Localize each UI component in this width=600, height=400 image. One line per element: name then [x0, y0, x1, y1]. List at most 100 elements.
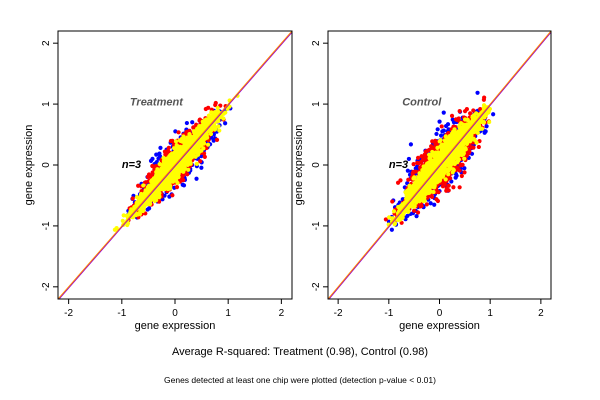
data-point [180, 139, 185, 144]
data-point [408, 142, 414, 147]
data-point [468, 111, 473, 116]
data-point [174, 185, 180, 190]
data-point [125, 221, 131, 226]
data-point [209, 110, 214, 115]
data-point [405, 213, 410, 219]
data-point [215, 105, 220, 111]
data-point [196, 130, 201, 135]
data-point [171, 157, 176, 163]
data-point [457, 109, 462, 114]
data-point [185, 172, 190, 177]
data-point [172, 146, 177, 151]
data-point [171, 178, 176, 183]
data-point [415, 210, 421, 215]
panel-title: Treatment [130, 96, 184, 108]
data-point [158, 145, 163, 150]
data-point [170, 193, 175, 198]
data-point [168, 138, 174, 144]
data-point [176, 130, 181, 135]
data-point [128, 210, 133, 215]
data-point [198, 159, 203, 164]
data-point [173, 153, 178, 159]
data-point [190, 150, 195, 155]
data-point [157, 154, 163, 159]
data-point [211, 138, 216, 143]
data-point [395, 180, 401, 185]
data-point [152, 198, 157, 204]
data-point [198, 138, 203, 143]
data-point [475, 90, 480, 95]
data-point [167, 154, 172, 159]
data-point [211, 113, 217, 118]
data-point [214, 137, 220, 142]
y-tick-label: -1 [41, 221, 52, 230]
data-point [405, 168, 410, 173]
data-point [435, 127, 440, 132]
data-point [491, 112, 496, 117]
data-point [202, 154, 207, 159]
data-point [462, 170, 467, 175]
data-point [429, 144, 434, 149]
data-point [423, 153, 428, 158]
data-point [399, 220, 404, 225]
data-point [148, 158, 154, 163]
data-point [161, 158, 166, 164]
data-point [150, 170, 155, 175]
data-point [179, 161, 184, 167]
series-2-points [386, 103, 492, 227]
data-point [194, 149, 199, 154]
data-point [136, 202, 141, 207]
data-point [155, 167, 160, 172]
data-point [114, 226, 119, 231]
data-point [197, 124, 202, 129]
data-point [178, 178, 183, 183]
data-point [464, 107, 469, 112]
data-point [150, 163, 155, 169]
data-point [184, 158, 189, 163]
data-point [425, 195, 430, 200]
y-tick-label: 1 [41, 101, 52, 107]
data-point [147, 206, 152, 211]
data-point [481, 97, 486, 102]
data-point [161, 165, 166, 171]
data-point [120, 218, 125, 223]
data-point [157, 161, 162, 167]
data-point [440, 129, 445, 134]
n-label: n=3 [122, 159, 141, 171]
data-point [451, 120, 457, 125]
data-point [196, 152, 201, 157]
data-point [446, 183, 451, 188]
data-point [390, 199, 395, 204]
data-point [186, 161, 192, 166]
data-point [423, 149, 428, 154]
data-point [448, 176, 453, 181]
data-point [436, 190, 441, 195]
data-point [206, 113, 211, 118]
data-point [444, 188, 449, 193]
data-point [204, 117, 209, 123]
data-point [462, 166, 467, 171]
data-point [136, 183, 141, 188]
data-point [141, 183, 146, 188]
data-point [194, 176, 199, 181]
data-point [434, 131, 439, 137]
data-point [437, 119, 442, 124]
y-tick-label: 0 [41, 162, 52, 168]
data-point [144, 188, 149, 193]
data-point [201, 151, 207, 156]
data-point [459, 173, 464, 179]
reference-line [58, 31, 292, 299]
x-tick-label: 0 [172, 308, 178, 319]
x-axis-label: gene expression [135, 320, 216, 332]
data-point [138, 207, 143, 212]
data-point [130, 196, 135, 201]
data-point [166, 186, 171, 191]
data-point [199, 165, 204, 170]
reference-line [58, 31, 292, 299]
data-point [161, 155, 166, 160]
data-point [412, 208, 417, 213]
data-point [156, 192, 161, 197]
data-point [455, 166, 460, 171]
data-point [202, 135, 207, 140]
